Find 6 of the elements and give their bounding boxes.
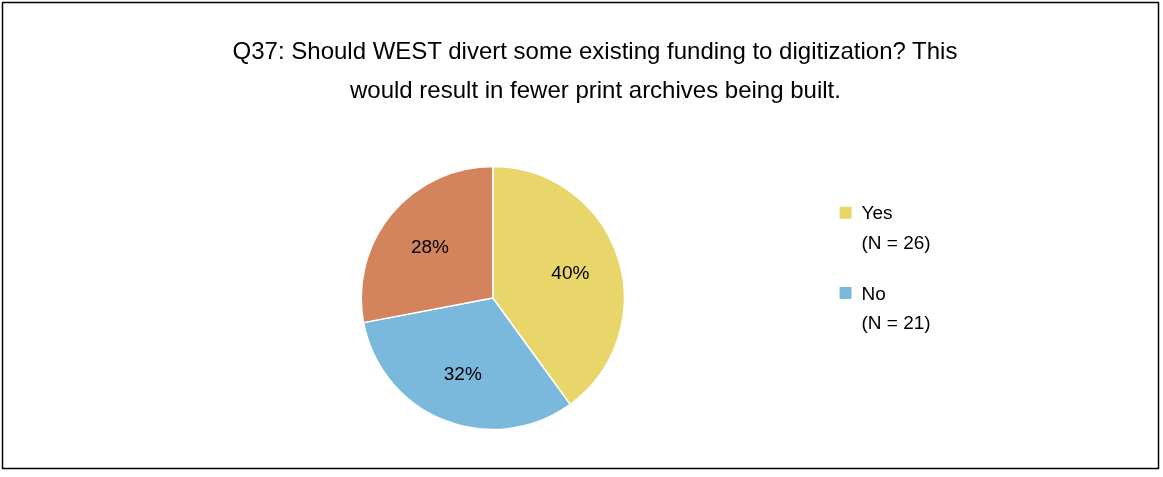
data-label: 40% xyxy=(551,262,590,284)
legend-label: Yes (N = 26) xyxy=(861,202,931,253)
legend-label: No (N = 21) xyxy=(861,282,931,334)
chart-title: Q37: Should WEST divert some existing funding to digitization? This would result in fewer print archives being built. xyxy=(232,36,958,104)
data-label: 32% xyxy=(443,362,482,384)
data-label: 28% xyxy=(410,235,450,257)
